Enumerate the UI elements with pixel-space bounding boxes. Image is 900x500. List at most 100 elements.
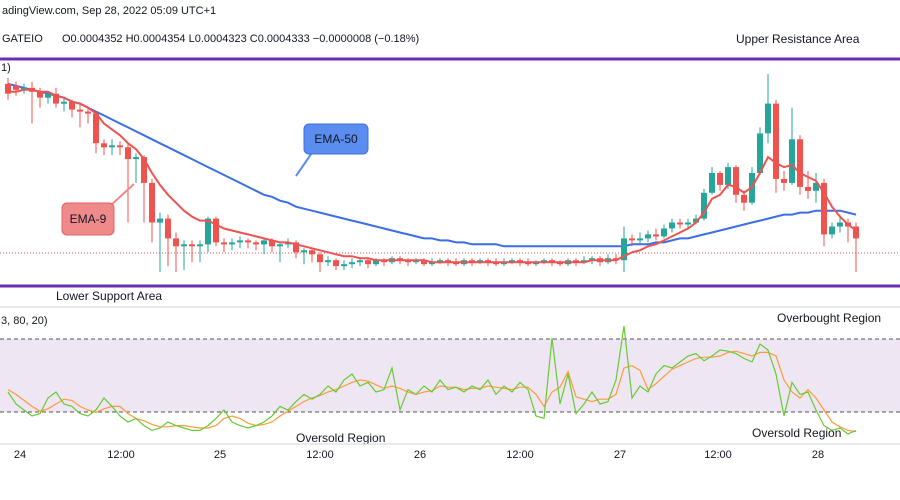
candle: [173, 232, 179, 273]
candle: [733, 165, 739, 203]
candle: [757, 127, 763, 175]
candle-body: [373, 260, 379, 265]
candle-body: [789, 139, 795, 183]
candle: [333, 258, 339, 271]
candle-body: [205, 218, 211, 245]
candle: [653, 228, 659, 241]
candle: [309, 248, 315, 263]
candle-body: [277, 244, 283, 247]
candle: [237, 236, 243, 249]
candle: [685, 218, 691, 229]
header-ohlc: O0.0004352 H0.0004354 L0.0004323 C0.0004…: [62, 33, 419, 45]
candle-body: [717, 173, 723, 185]
candle-body: [733, 167, 739, 195]
candle: [805, 171, 811, 199]
candle: [109, 139, 115, 156]
ema9-callout-pointer: [109, 183, 135, 207]
candle-body: [69, 101, 75, 110]
stoch-k-line: [7, 325, 857, 435]
lower-support-label: Lower Support Area: [56, 289, 162, 303]
candle-body: [741, 194, 747, 203]
candle-body: [853, 226, 859, 239]
candle: [149, 178, 155, 243]
candle: [837, 216, 843, 233]
candle: [357, 258, 363, 267]
candle: [701, 188, 707, 221]
time-axis: 24 12:00 25 12:00 26 12:00 27 12:00 28: [14, 449, 824, 461]
candle: [221, 238, 227, 253]
candle-body: [701, 192, 707, 219]
candle: [773, 99, 779, 193]
time-tick-label: 12:00: [306, 449, 334, 461]
candle-body: [797, 139, 803, 187]
oversold-label-right: Oversold Region: [752, 426, 841, 440]
candle-body: [77, 109, 83, 112]
ema9-callout: EMA-9: [61, 183, 135, 236]
candle-body: [317, 254, 323, 263]
candle-body: [349, 262, 355, 265]
candle-body: [269, 240, 275, 247]
candle: [189, 240, 195, 263]
candle: [77, 103, 83, 128]
candle: [133, 153, 139, 183]
candle: [141, 155, 147, 223]
candle: [829, 222, 835, 239]
time-tick-label: 27: [614, 449, 626, 461]
candle: [261, 238, 267, 255]
candle-body: [685, 222, 691, 225]
candle-body: [757, 133, 763, 173]
candle: [781, 171, 787, 191]
candle: [5, 77, 11, 100]
candle-body: [117, 145, 123, 148]
candle: [709, 167, 715, 195]
candle-body: [813, 182, 819, 191]
candle-body: [309, 250, 315, 255]
candle: [637, 232, 643, 245]
candle-body: [197, 244, 203, 247]
candle: [181, 240, 187, 271]
ema50-callout-label: EMA-50: [314, 132, 358, 146]
candle: [317, 252, 323, 273]
time-tick-label: 28: [812, 449, 824, 461]
candle: [325, 256, 331, 267]
candle-body: [653, 234, 659, 237]
candle: [125, 143, 131, 223]
candle-body: [677, 222, 683, 225]
candle: [165, 214, 171, 267]
candle: [621, 226, 627, 273]
candle-body: [725, 167, 731, 185]
header-symbol: GATEIO: [2, 33, 43, 45]
candle-body: [765, 103, 771, 134]
candle: [277, 242, 283, 263]
candle: [253, 240, 259, 251]
candle-body: [421, 260, 427, 265]
candle: [197, 240, 203, 263]
time-tick-label: 24: [14, 449, 26, 461]
ema9-callout-box: [61, 202, 115, 236]
indicator-label: 3, 80, 20): [1, 315, 47, 327]
candle: [301, 248, 307, 265]
time-tick-label: 12:00: [506, 449, 534, 461]
candle-body: [621, 238, 627, 261]
candle-body: [157, 218, 163, 223]
candle-body: [141, 157, 147, 183]
candle: [229, 238, 235, 251]
price-pane: Upper Resistance Area Lower Support Area…: [0, 32, 900, 303]
ema50-callout-box: [303, 123, 369, 155]
time-tick-label: 26: [414, 449, 426, 461]
candle-body: [133, 157, 139, 160]
candle: [629, 234, 635, 247]
candle-body: [669, 222, 675, 229]
upper-resistance-label: Upper Resistance Area: [736, 32, 860, 46]
candle: [645, 230, 651, 243]
candle-body: [189, 244, 195, 247]
candle-body: [5, 83, 11, 94]
candle-body: [13, 85, 19, 90]
candle-body: [85, 111, 91, 114]
candle: [101, 139, 107, 156]
candle-body: [253, 242, 259, 245]
candle: [341, 260, 347, 271]
candle: [365, 258, 371, 269]
